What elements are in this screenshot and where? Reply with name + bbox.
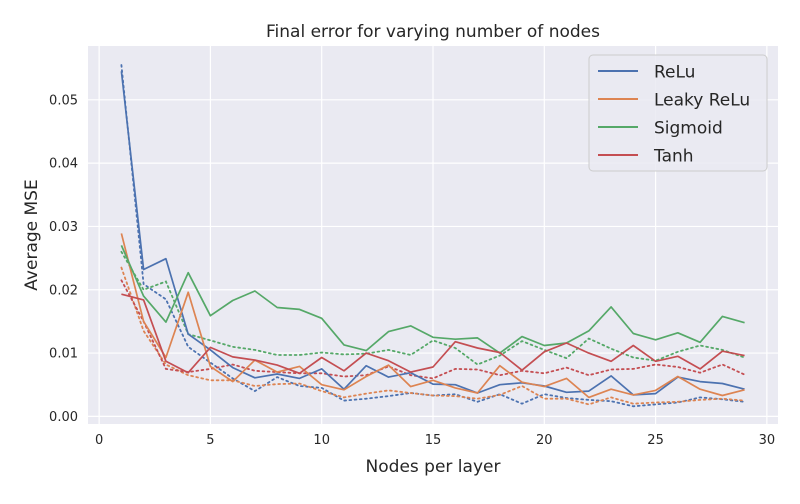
legend-label-tanh: Tanh xyxy=(653,147,694,167)
legend-label-leaky-relu: Leaky ReLu xyxy=(654,91,750,111)
x-tick-labels: 0 5 10 15 20 25 30 xyxy=(95,433,775,448)
x-tick-label: 25 xyxy=(647,433,664,448)
x-tick-label: 30 xyxy=(759,433,776,448)
grid xyxy=(88,46,778,424)
legend-label-sigmoid: Sigmoid xyxy=(654,119,723,139)
series-line-tanh xyxy=(121,293,745,375)
legend-label-relu: ReLu xyxy=(654,63,695,83)
series-line-leaky-relu-dotted xyxy=(120,266,746,406)
x-tick-label: 10 xyxy=(313,433,330,448)
series-line-leaky-relu xyxy=(120,233,745,399)
series-line-sigmoid-dotted xyxy=(120,250,746,366)
y-tick-label: 0.02 xyxy=(49,283,78,298)
y-tick-label: 0.05 xyxy=(49,93,78,108)
chart-title: Final error for varying number of nodes xyxy=(266,22,600,42)
y-axis-label: Average MSE xyxy=(22,179,42,290)
legend-box xyxy=(588,54,768,172)
y-tick-label: 0.03 xyxy=(49,220,78,235)
y-tick-label: 0.01 xyxy=(49,347,78,362)
legend: ReLu Leaky ReLu Sigmoid Tanh xyxy=(588,54,768,172)
series-layer xyxy=(120,64,746,408)
x-tick-label: 20 xyxy=(536,433,553,448)
series-line-sigmoid xyxy=(120,245,745,354)
y-tick-label: 0.04 xyxy=(49,157,78,172)
y-tick-labels: 0.00 0.01 0.02 0.03 0.04 0.05 xyxy=(49,93,78,425)
series-line-relu xyxy=(120,71,745,396)
x-axis-label: Nodes per layer xyxy=(366,457,501,477)
x-tick-label: 0 xyxy=(95,433,103,448)
x-tick-label: 15 xyxy=(425,433,442,448)
x-tick-label: 5 xyxy=(206,433,214,448)
y-tick-label: 0.00 xyxy=(49,410,78,425)
